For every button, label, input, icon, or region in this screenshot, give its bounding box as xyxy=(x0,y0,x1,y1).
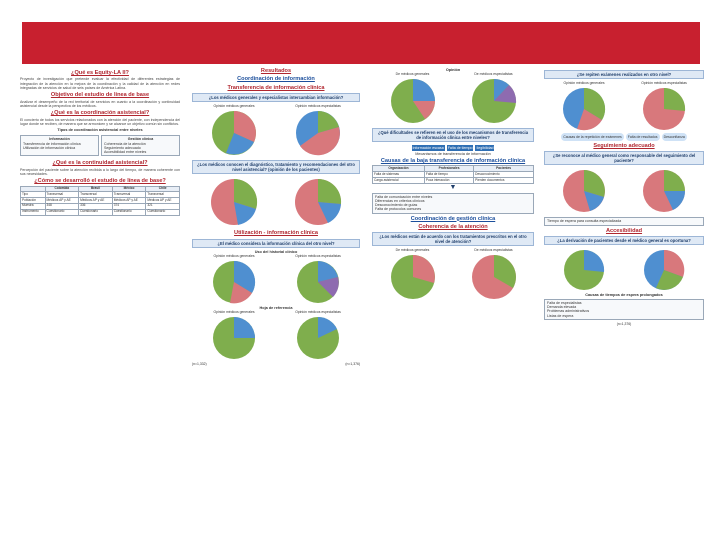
pie-chart xyxy=(643,87,686,130)
question-referral-timely: ¿La derivación de pacientes desde el méd… xyxy=(544,236,704,246)
causes-clouds: Causas de la repetición de exámenes Falt… xyxy=(544,133,704,141)
pie-chart xyxy=(564,250,605,291)
difficulty-blocks: Información escasa Falta de tiempo Ilegi… xyxy=(372,144,534,152)
coordination-types: Información Transferencia de información… xyxy=(20,133,180,158)
pie-pair-7: Opinión médicos generales Opinión médico… xyxy=(544,81,704,133)
waiting-causes-list: Falta de especialistas Demanda elevada P… xyxy=(544,299,704,320)
difficulty-block: Ilegibilidad xyxy=(475,145,495,151)
management-title: Coordinación de gestión clínica xyxy=(410,215,496,222)
pie-chart xyxy=(212,111,256,156)
pie-chart xyxy=(213,316,255,359)
coherence-title: Coherencia de la atención xyxy=(418,224,488,231)
poster-body: ¿Qué es Equity-LA II? Proyecto de invest… xyxy=(20,68,704,528)
header-banner xyxy=(22,22,700,64)
pie-chart xyxy=(643,170,685,213)
question-repeat-tests: ¿Se repiten exámenes realizados en otro … xyxy=(544,70,704,79)
pie-chart xyxy=(563,87,606,131)
question-exchange: ¿Los médicos generales y especialistas i… xyxy=(192,93,360,103)
cloud-results: Falta de resultados xyxy=(625,133,660,141)
causes-table: Organización Profesionales Pacientes Falta… xyxy=(372,165,534,184)
pie-pair-2 xyxy=(192,176,360,228)
waiting-causes-title: Causas de tiempos de espera prolongados xyxy=(585,293,663,298)
pie-chart xyxy=(390,255,435,300)
pie-pair-5: De médicos generales De médicos especial… xyxy=(372,72,534,126)
pie-pair-8 xyxy=(544,167,704,215)
history-label: Uso del historial clínico xyxy=(254,249,298,254)
access-title: Accesibilidad xyxy=(605,227,643,234)
column-management: ¿Se repiten exámenes realizados en otro … xyxy=(544,68,704,326)
question-diagnosis: ¿Los médicos conocen el diagnóstico, tra… xyxy=(192,160,360,175)
question-difficulties: ¿Qué dificultades se refieren en el uso … xyxy=(372,128,534,142)
table-row: Instrumento Cuestionario Cuestionario Cuest… xyxy=(20,208,180,216)
pie-pair-9 xyxy=(544,247,704,293)
intro-paragraph: Proyecto de investigación que pretende e… xyxy=(20,77,180,90)
section-title-objective: Objetivo del estudio de línea de base xyxy=(50,92,150,99)
table-row: Muestra 348 336 374 321 xyxy=(20,202,180,210)
cloud-causes: Causas de la repetición de exámenes xyxy=(561,133,624,141)
transfer-title: Transferencia de información clínica xyxy=(227,84,325,91)
pie-pair-3: Opinión médicos generales Opinión médico… xyxy=(192,254,360,306)
pie-chart xyxy=(211,179,258,226)
question-followup: ¿Se reconoce al médico general como resp… xyxy=(544,151,704,166)
pie-chart xyxy=(563,170,605,213)
coordination-paragraph: El concierto de todos los servicios rela… xyxy=(20,117,180,126)
pie-pair-4: Opinión médicos generales Opinión médico… xyxy=(192,310,360,362)
pie-chart xyxy=(471,79,516,123)
pie-chart xyxy=(297,316,339,359)
section-title-coordination: ¿Qué es la coordinación asistencial? xyxy=(50,110,150,117)
table-row: Población Médicos AP y AE Médicos AP y AE M… xyxy=(20,197,180,204)
sample-sizes: (n=1,332) (n=1,376) xyxy=(192,361,360,366)
study-table: Colombia Brasil México Chile Tipo Transversa… xyxy=(20,185,180,216)
section-title-study: ¿Cómo se desarrolló el estudio de línea … xyxy=(34,178,166,185)
causes-bullets: Falta de comunicación entre niveles Dife… xyxy=(372,192,534,214)
waiting-time-box: Tiempo de espera para consulta especiali… xyxy=(544,217,704,226)
referral-label: Hoja de referencia xyxy=(259,305,293,310)
pie-chart xyxy=(213,260,256,303)
type-information-box: Información Transferencia de información… xyxy=(20,135,99,157)
mechanisms-label: Mecanismos de transferencia de informaci… xyxy=(415,152,491,156)
causes-title: Causas de la baja transferencia de infor… xyxy=(380,158,526,164)
table-row: Carga asistencial Poca interacción Pierden… xyxy=(372,177,534,184)
pie-pair-6: De médicos generales De médicos especial… xyxy=(372,248,534,302)
types-title: Tipos de coordinación asistencial entre … xyxy=(57,128,143,133)
opinion-label: Opinión xyxy=(445,68,461,72)
column-introduction: ¿Qué es Equity-LA II? Proyecto de invest… xyxy=(20,68,180,216)
use-title: Utilización - información clínica xyxy=(234,230,318,237)
column-information-results: Resultados Coordinación de información T… xyxy=(192,68,360,366)
table-row: Tipo Transversal Transversal Transversal Tra… xyxy=(20,191,180,199)
type-management-box: Gestión clínica Coherencia de la atenció… xyxy=(101,135,180,157)
table-row: Falta de sistemas Falta de tiempo Desconoc… xyxy=(372,171,534,178)
section-title-what-is: ¿Qué es Equity-LA II? xyxy=(71,70,129,76)
pie-chart xyxy=(297,260,339,303)
objective-paragraph: Analizar el desempeño de la red territor… xyxy=(20,99,180,108)
continuity-paragraph: Percepción del paciente sobre la atenció… xyxy=(20,167,180,176)
pie-chart xyxy=(390,79,435,123)
question-agreement: ¿Los médicos están de acuerdo con los tr… xyxy=(372,232,534,247)
pie-chart xyxy=(644,250,685,291)
section-title-continuity: ¿Qué es la continuidad asistencial? xyxy=(52,160,148,167)
pie-chart xyxy=(471,255,516,300)
difficulty-block: Falta de tiempo xyxy=(446,145,474,151)
pie-chart xyxy=(296,111,340,156)
question-consider: ¿El médico considera la información clín… xyxy=(192,238,360,248)
down-arrow-icon: ▼ xyxy=(449,183,457,191)
sample-size: (n=1,376) xyxy=(616,321,632,326)
pie-chart xyxy=(295,179,342,226)
followup-title: Seguimiento adecuado xyxy=(593,143,655,149)
column-mechanisms: Opinión De médicos generales De médicos … xyxy=(372,68,534,302)
pie-pair-1: Opinión médicos generales Opinión médico… xyxy=(192,104,360,158)
info-coordination-title: Coordinación de información xyxy=(237,76,315,83)
difficulty-block: Información escasa xyxy=(411,145,445,151)
results-title: Resultados xyxy=(260,68,292,74)
cloud-distrust: Desconfianza xyxy=(661,133,687,141)
